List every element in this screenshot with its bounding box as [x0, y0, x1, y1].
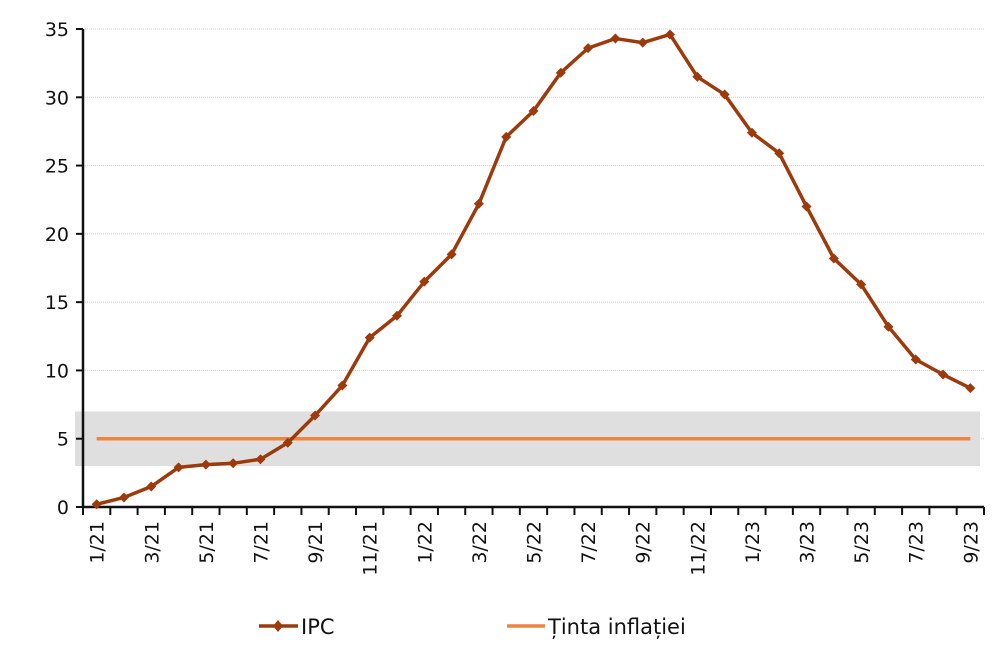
ipc-point: [910, 354, 921, 365]
x-tick-label: 7/21: [250, 521, 272, 564]
ipc-point: [719, 89, 730, 100]
ipc-point: [801, 201, 812, 212]
ipc-point: [774, 148, 785, 159]
ipc-point: [473, 198, 484, 209]
legend-item-ipc: IPC: [259, 615, 335, 639]
x-tick-label: 5/22: [524, 521, 546, 564]
ipc-point: [665, 29, 676, 40]
ipc-point: [391, 310, 402, 321]
y-tick-label: 20: [45, 224, 69, 246]
y-tick-label: 35: [45, 19, 69, 41]
ipc-point: [637, 37, 648, 48]
x-tick-label: 1/21: [87, 521, 109, 564]
ipc-point: [555, 67, 566, 78]
ipc-point: [965, 383, 976, 394]
x-tick-label: 5/21: [196, 521, 218, 564]
legend-label-target: Ținta inflației: [547, 615, 686, 639]
ipc-point: [173, 462, 184, 473]
x-tick-label: 9/23: [960, 521, 982, 564]
diamond-marker-icon: [273, 620, 283, 632]
axes: 0 5 10 15 20 25 30 35 1/21 3/21 5/21 7/21 9/21 11/21 1…: [45, 19, 985, 576]
x-tick-label: 1/22: [414, 521, 436, 564]
ipc-series: [91, 29, 976, 510]
legend-item-target: Ținta inflației: [507, 615, 686, 639]
ipc-point: [310, 410, 321, 421]
y-tick-label: 0: [57, 497, 69, 519]
ipc-point: [146, 481, 157, 492]
y-tick-label: 5: [57, 429, 69, 451]
x-tick-label: 9/22: [633, 521, 655, 564]
ipc-point: [746, 127, 757, 138]
x-tick-label: 1/23: [742, 521, 764, 564]
x-tick-label: 3/21: [141, 521, 163, 564]
legend: IPC Ținta inflației: [259, 615, 686, 639]
y-tick-label: 10: [45, 360, 69, 382]
ipc-point: [364, 332, 375, 343]
x-tick-label: 11/22: [687, 521, 709, 576]
ipc-point: [255, 454, 266, 465]
x-tick-label: 7/22: [578, 521, 600, 564]
ipc-point: [883, 321, 894, 332]
x-tick-label: 3/23: [797, 521, 819, 564]
ipc-point: [938, 369, 949, 380]
ipc-point: [501, 131, 512, 142]
ipc-point: [228, 458, 239, 469]
gridlines: [83, 28, 984, 440]
ipc-point: [200, 459, 211, 470]
ipc-point: [528, 105, 539, 116]
ipc-point: [692, 71, 703, 82]
ipc-point: [828, 253, 839, 264]
y-tick-label: 30: [45, 87, 69, 109]
x-tick-label: 11/21: [360, 521, 382, 576]
y-tick-label: 25: [45, 156, 69, 178]
ipc-point: [91, 499, 102, 510]
ipc-point: [446, 249, 457, 260]
ipc-point: [610, 33, 621, 44]
x-tick-label: 9/21: [305, 521, 327, 564]
y-tick-label: 15: [45, 292, 69, 314]
legend-label-ipc: IPC: [301, 615, 335, 639]
ipc-point: [583, 43, 594, 54]
x-tick-label: 3/22: [469, 521, 491, 564]
ipc-point: [856, 279, 867, 290]
ipc-point: [419, 276, 430, 287]
ipc-point: [337, 380, 348, 391]
ipc-point: [282, 437, 293, 448]
ipc-point: [118, 492, 129, 503]
x-tick-label: 7/23: [906, 521, 928, 564]
x-tick-label: 5/23: [851, 521, 873, 564]
